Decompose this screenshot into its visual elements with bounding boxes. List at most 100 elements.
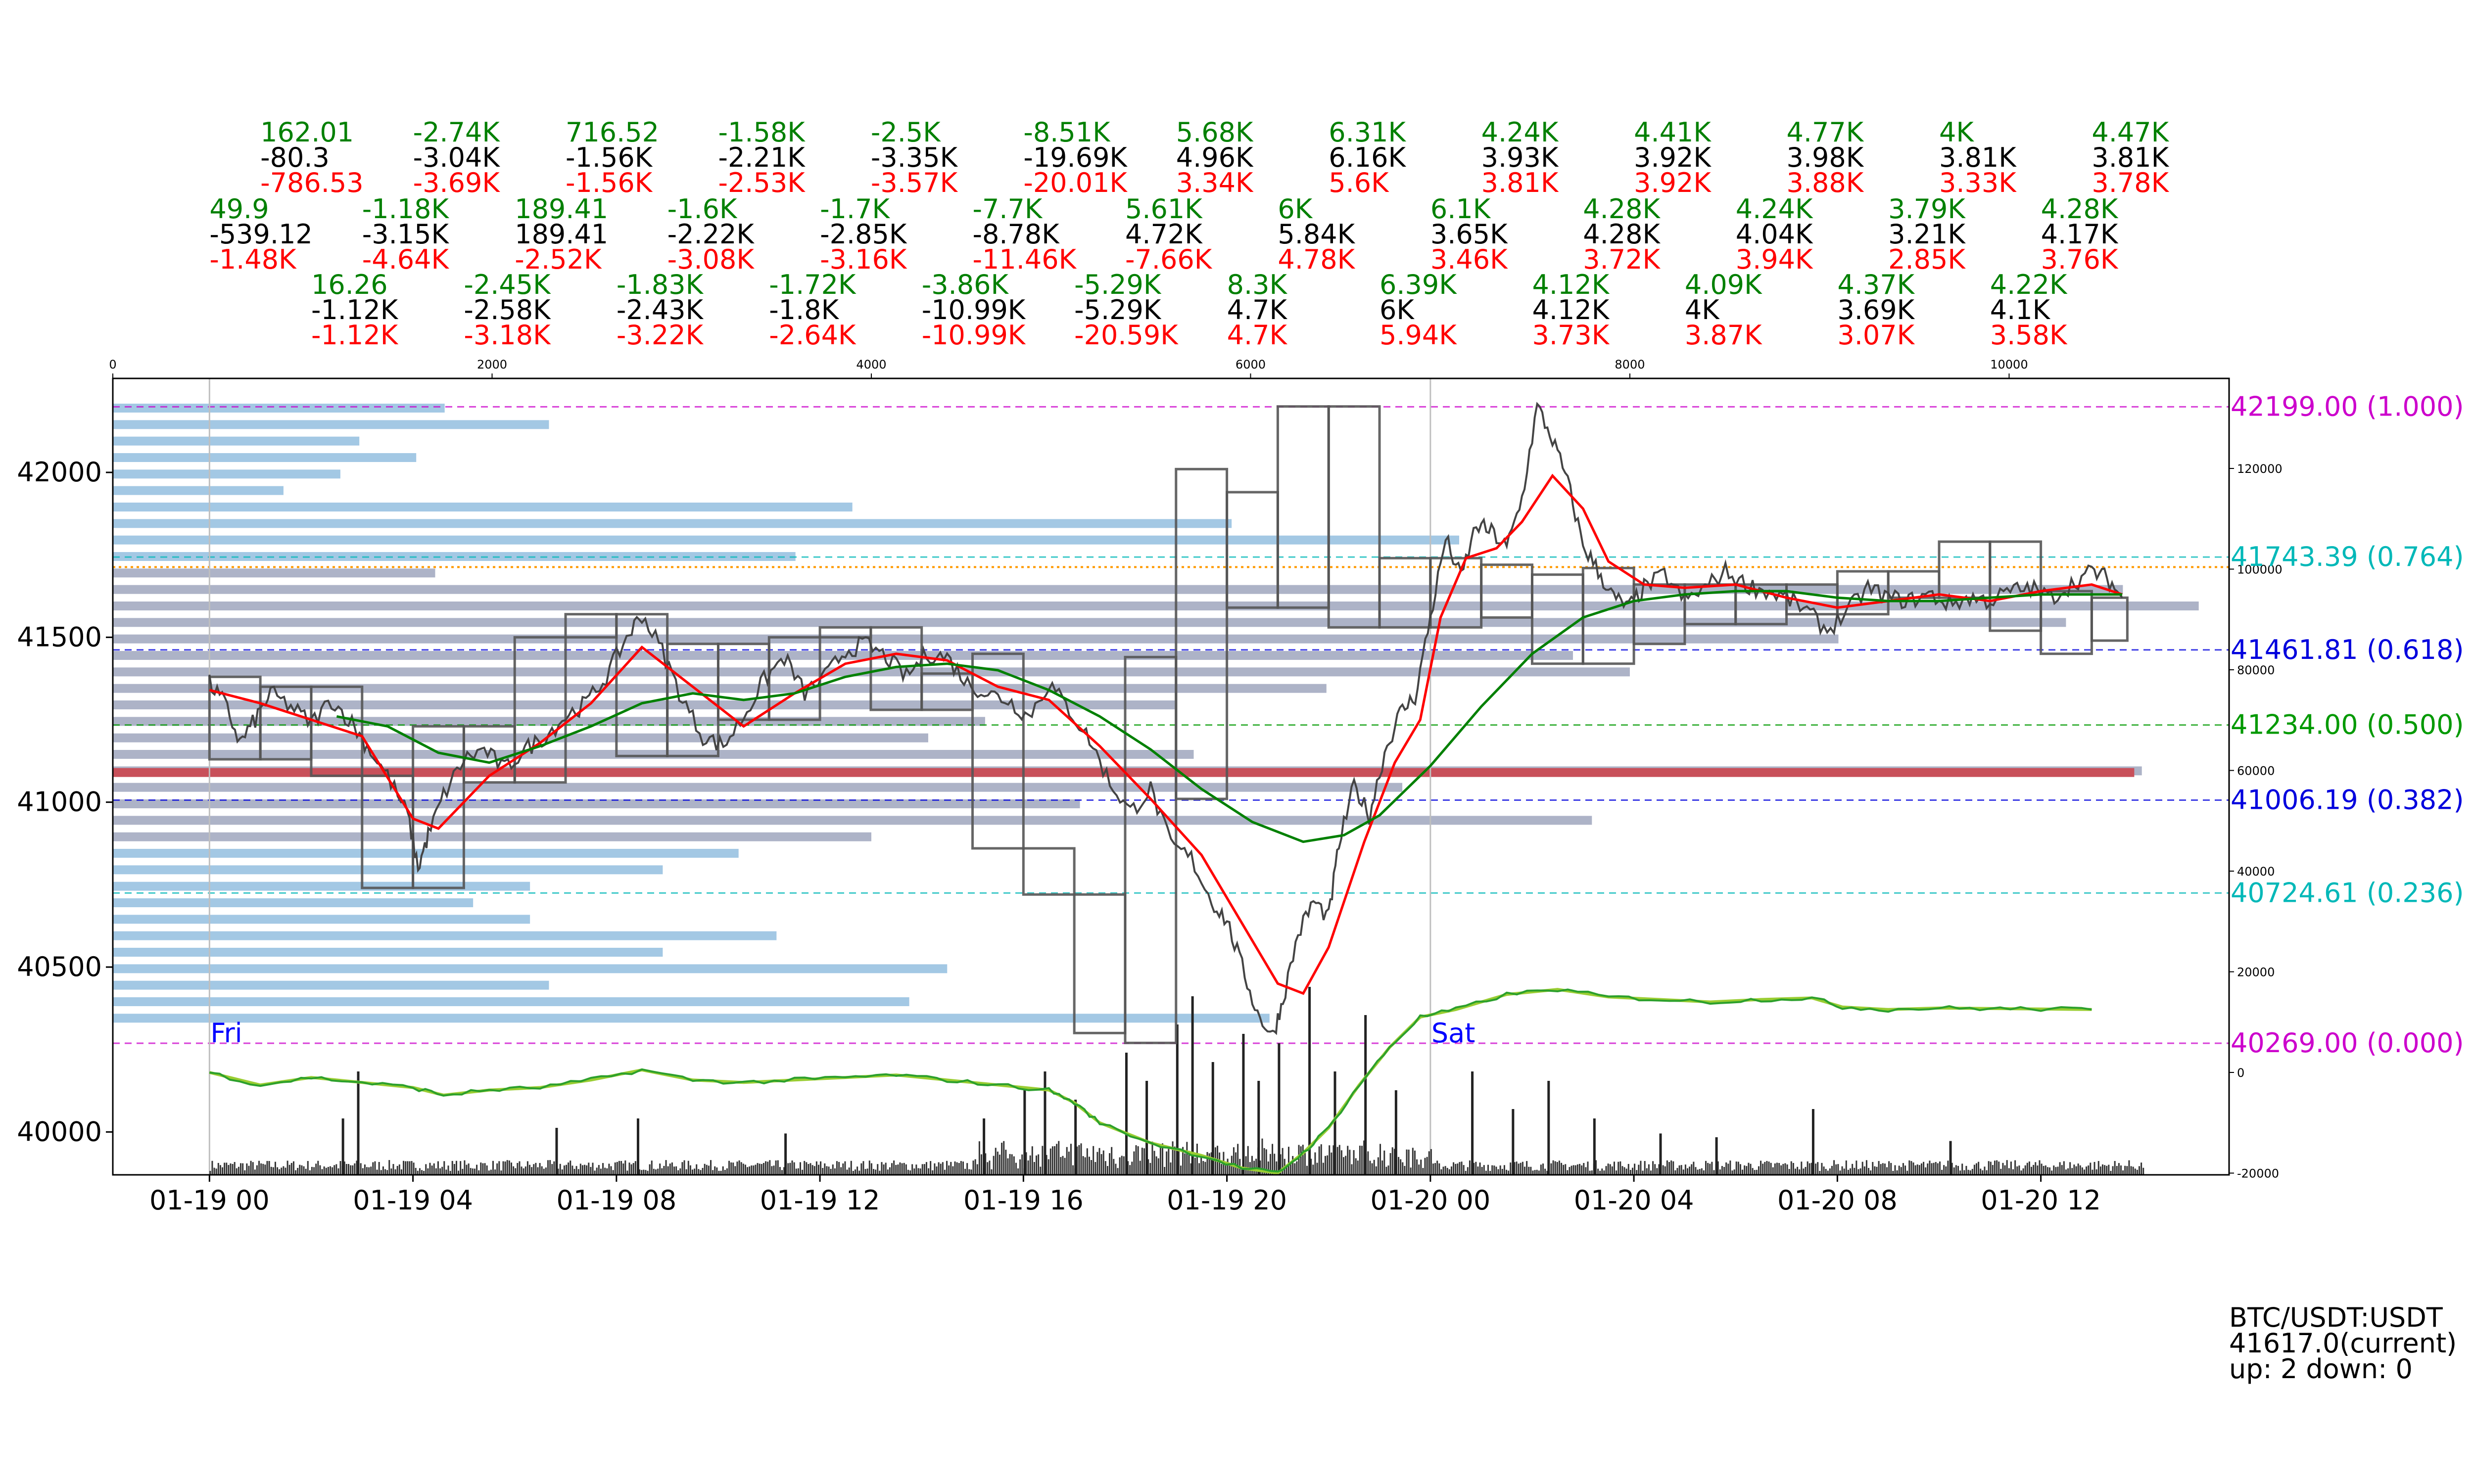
volume-bar	[1042, 1146, 1044, 1175]
volume-bar	[1046, 1155, 1047, 1175]
delta-stat-black: 3.92K	[1634, 142, 1712, 173]
volume-bar	[2018, 1165, 2020, 1175]
ohlc-box	[513, 636, 567, 784]
volume-bar	[533, 1164, 535, 1175]
volume-bar	[1674, 1170, 1676, 1175]
volume-bar	[1331, 1152, 1332, 1175]
volume-profile-bar	[113, 931, 777, 940]
volume-bar	[683, 1160, 685, 1175]
volume-bar	[2101, 1164, 2103, 1175]
volume-bar	[2022, 1168, 2024, 1175]
delta-stat-green: -2.45K	[464, 269, 551, 300]
volume-bar	[232, 1164, 234, 1175]
volume-bar	[598, 1165, 600, 1175]
volume-bar	[1068, 1152, 1070, 1175]
volume-bar	[388, 1160, 390, 1175]
volume-spike	[1394, 1090, 1397, 1175]
volume-bar	[411, 1161, 413, 1175]
delta-stat-red: -3.08K	[667, 244, 755, 275]
volume-spike	[1023, 1090, 1026, 1175]
volume-profile-bar	[113, 651, 1573, 660]
volume-bar	[2024, 1165, 2026, 1175]
volume-bar	[1701, 1168, 1703, 1175]
delta-stat-black: 3.69K	[1837, 294, 1915, 325]
volume-bar	[1285, 1165, 1287, 1175]
volume-bar	[262, 1163, 264, 1175]
volume-bar	[826, 1166, 828, 1175]
delta-stat-black: -1.8K	[769, 294, 839, 325]
delta-stat-red: 2.85K	[1888, 244, 1966, 275]
ohlc-box	[869, 626, 923, 711]
volume-bar	[1912, 1162, 1914, 1175]
volume-bar	[2141, 1162, 2142, 1175]
delta-stat-red: -3.57K	[871, 167, 958, 198]
volume-bar	[431, 1165, 433, 1175]
volume-bar	[317, 1160, 319, 1175]
volume-bar	[795, 1168, 797, 1175]
volume-bar	[1827, 1170, 1829, 1175]
delta-stat-black: -5.29K	[1074, 294, 1162, 325]
volume-bar	[1599, 1170, 1601, 1175]
volume-bar	[482, 1163, 484, 1175]
volume-bar	[311, 1166, 313, 1175]
price-tick-label: 42000	[17, 457, 102, 488]
volume-bar	[1833, 1160, 1835, 1175]
volume-bar	[822, 1168, 824, 1175]
volume-bar	[1276, 1161, 1278, 1175]
volume-bar	[2026, 1162, 2028, 1175]
volume-bar	[1552, 1160, 1554, 1175]
volume-bar	[2041, 1163, 2043, 1175]
volume-bar	[1902, 1163, 1904, 1175]
volume-bar	[549, 1160, 551, 1175]
volume-profile-bar	[113, 832, 871, 841]
volume-bar	[1424, 1158, 1426, 1175]
volume-profile-bar	[113, 750, 1194, 759]
delta-stat-green: -1.72K	[769, 269, 856, 300]
volume-bar	[673, 1166, 675, 1175]
volume-bar	[1157, 1158, 1159, 1175]
volume-bar	[1670, 1160, 1672, 1175]
delta-stat-green: 4K	[1939, 117, 1974, 148]
volume-bar	[1863, 1166, 1865, 1175]
volume-bar	[1619, 1161, 1621, 1175]
volume-bar	[956, 1162, 958, 1175]
volume-bar	[502, 1161, 504, 1175]
volume-bar	[1446, 1167, 1448, 1175]
volume-bar	[1581, 1165, 1583, 1175]
volume-bar	[466, 1164, 468, 1175]
volume-bar	[1538, 1170, 1540, 1175]
volume-bar	[417, 1170, 419, 1175]
volume-bar	[1188, 1151, 1190, 1175]
volume-bar	[1890, 1162, 1892, 1175]
volume-bar	[1625, 1168, 1627, 1175]
volume-bar	[2055, 1167, 2057, 1175]
delta-stat-red: -2.53K	[718, 167, 806, 198]
volume-bar	[2014, 1160, 2016, 1175]
ema-slow-line	[336, 590, 2123, 843]
volume-bar	[639, 1169, 641, 1175]
volume-bar	[870, 1163, 872, 1175]
volume-bar	[1939, 1161, 1941, 1175]
volume-bar	[1825, 1168, 1827, 1175]
volume-bar	[1272, 1144, 1274, 1175]
volume-bar	[561, 1169, 563, 1175]
volume-bar	[907, 1169, 909, 1175]
volume-bar	[1984, 1166, 1986, 1175]
volume-bar	[490, 1169, 492, 1175]
volume-bar	[2092, 1169, 2093, 1175]
volume-bar	[1603, 1170, 1605, 1175]
volume-spike	[1547, 1081, 1550, 1175]
volume-bar	[523, 1168, 524, 1175]
volume-profile-bar	[113, 486, 284, 495]
volume-bar	[661, 1168, 663, 1175]
volume-bar	[1850, 1168, 1852, 1175]
volume-bar	[1534, 1170, 1536, 1175]
volume-bar	[797, 1168, 799, 1175]
time-tick-label: 01-19 12	[760, 1185, 880, 1216]
volume-bar	[604, 1167, 606, 1175]
volume-bar	[1680, 1165, 1682, 1175]
volume-bar	[1957, 1165, 1959, 1175]
volume-bar	[1363, 1140, 1365, 1175]
volume-bar	[1990, 1161, 1992, 1175]
volume-bar	[1996, 1160, 1998, 1175]
